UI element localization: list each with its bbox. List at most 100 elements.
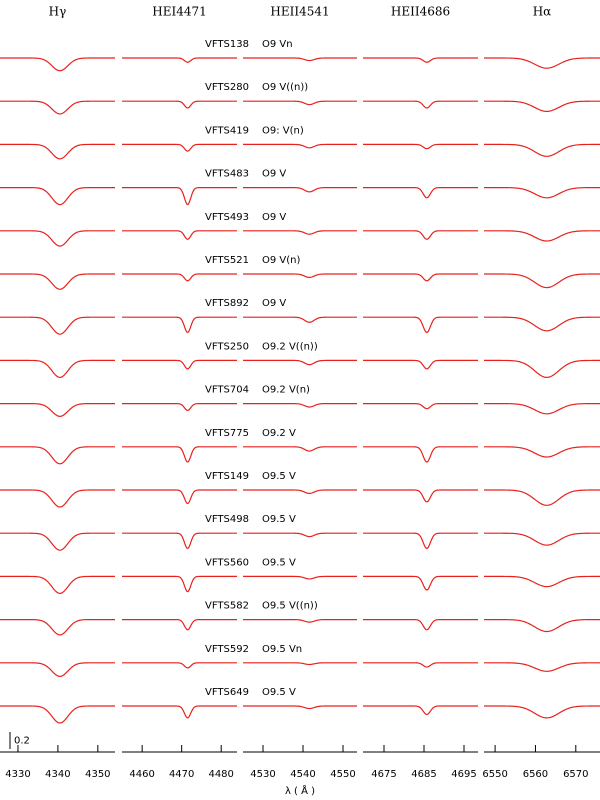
model-profile [0,575,115,595]
model-profile [122,100,237,109]
spectral-type: O9 V [262,169,286,180]
model-profile [484,705,600,719]
x-tick-label: 4540 [290,769,315,780]
x-tick-label: 4480 [208,769,233,780]
model-profile [484,359,600,379]
model-profile [363,230,478,240]
model-profile [122,575,237,593]
model-profile [122,446,237,463]
model-profile [0,230,115,247]
model-profile [243,273,357,278]
spectral-type: O9.5 V [262,557,296,568]
star-name: VFTS704 [205,385,249,396]
star-name: VFTS521 [205,255,249,266]
x-tick-label: 4685 [411,769,436,780]
column-title: Hγ [49,5,67,19]
column-title: HEI4471 [152,5,207,19]
spectral-type: O9 V [262,212,286,223]
model-profile [243,662,357,666]
spectral-type: O9.5 V((n)) [262,601,318,612]
model-profile [484,446,600,458]
star-name: VFTS138 [205,39,249,50]
model-profile [243,403,357,408]
x-tick-label: 4550 [330,769,355,780]
model-profile [484,100,600,113]
model-profile [363,57,478,63]
model-profile [0,57,115,72]
x-tick-label: 6560 [523,769,548,780]
model-profile [243,575,357,580]
star-name: VFTS483 [205,169,249,180]
star-name: VFTS149 [205,471,249,482]
model-profile [0,143,115,160]
model-profile [363,446,478,463]
model-profile [122,57,237,63]
model-profile [363,532,478,550]
star-name: VFTS280 [205,82,249,93]
model-profile [363,143,478,150]
model-profile [243,705,357,710]
star-name: VFTS493 [205,212,249,223]
spectral-type: O9.5 Vn [262,644,302,655]
model-profile [243,100,357,106]
spectral-type: O9: V(n) [262,125,304,136]
x-tick-label: 4470 [169,769,194,780]
model-profile [243,316,357,323]
model-profile [243,619,357,623]
star-name: VFTS419 [205,125,249,136]
model-profile [363,187,478,199]
model-profile [122,705,237,719]
column-title: HEII4541 [270,5,329,19]
model-profile [363,575,478,591]
spectral-type: O9.2 V [262,428,296,439]
scale-bar-label: 0.2 [14,736,30,747]
model-profile [122,662,237,669]
column-title: Hα [533,5,552,19]
model-profile [243,359,357,366]
x-tick-label: 4330 [5,769,30,780]
x-tick-label: 4340 [45,769,70,780]
spectral-type: O9.5 V [262,471,296,482]
model-profile [243,143,357,149]
model-profile [122,403,237,411]
model-profile [122,619,237,631]
model-profile [122,230,237,240]
model-profile [484,489,600,506]
spectral-type: O9.2 V((n)) [262,341,318,352]
model-profile [0,187,115,206]
model-profile [363,403,478,410]
spectral-type: O9 V((n)) [262,82,308,93]
model-profile [484,187,600,199]
star-name: VFTS560 [205,557,249,568]
spectral-type: O9.2 V(n) [262,385,310,396]
model-profile [484,403,600,415]
model-profile [0,619,115,636]
model-profile [484,532,600,546]
model-profile [0,100,115,115]
spectral-type: O9 V [262,298,286,309]
model-profile [484,143,600,157]
model-profile [484,619,600,633]
star-name: VFTS592 [205,644,249,655]
model-profile [122,359,237,370]
model-profile [243,57,357,62]
spectral-type: O9 Vn [262,39,293,50]
model-profile [484,662,600,672]
model-profile [484,230,600,242]
model-profile [0,403,115,417]
model-profile [484,316,600,332]
model-profile [0,359,115,379]
model-profile [363,619,478,631]
model-profile [363,359,478,370]
model-profile [484,57,600,69]
model-profile [243,187,357,193]
star-name: VFTS250 [205,341,249,352]
x-tick-label: 4460 [129,769,154,780]
model-profile [243,489,357,494]
model-profile [122,316,237,334]
model-profile [363,489,478,503]
model-profile [122,273,237,282]
model-profile [243,532,357,538]
spectral-type: O9.5 V [262,514,296,525]
